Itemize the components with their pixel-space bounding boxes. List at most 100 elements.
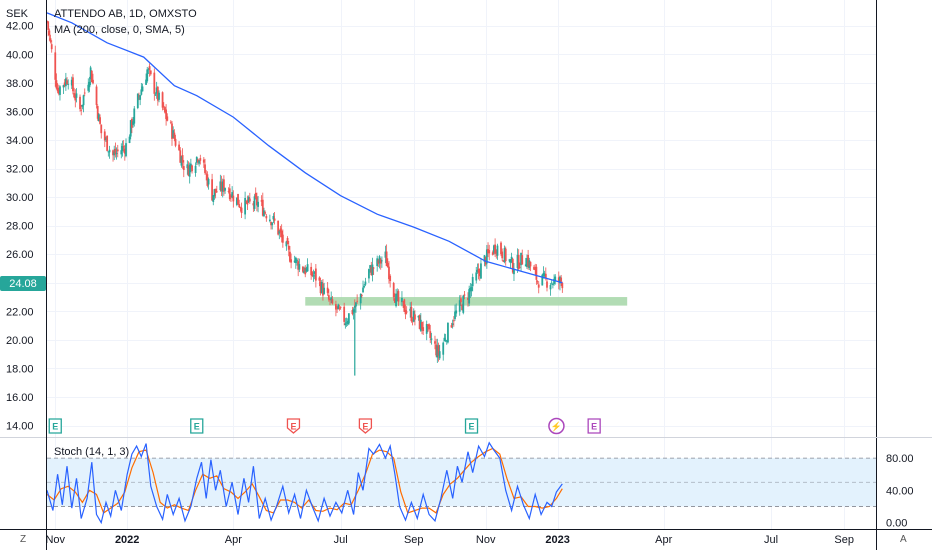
candles [46,20,564,376]
candle-body [385,251,388,267]
candle-body [461,305,463,311]
ma-indicator-label: MA (200, close, 0, SMA, 5) [54,24,185,36]
candle-body [66,80,68,85]
candle-body [476,269,479,273]
corner-right-button[interactable]: A [900,534,907,545]
time-tick-label: 2022 [115,534,139,546]
candle-body [469,288,472,292]
candle-body [422,327,425,331]
candle-body [162,105,165,107]
event-label: E [52,422,58,432]
candle-body [402,301,405,303]
candle-body [488,250,491,254]
grid [47,0,876,529]
candle-body [115,152,118,154]
candle-body [411,320,414,322]
candle-body [494,244,497,254]
candle-body [187,165,190,176]
candle-body [381,260,383,262]
candle-body [378,256,381,264]
candle-body [205,173,208,175]
price-axis-ticks[interactable]: 42.00 40.00 38.00 36.00 34.00 32.00 30.00 28.00… [6,21,34,433]
candle-body [330,297,333,301]
candle-body [224,188,226,191]
candle-body [559,276,561,284]
candle-body [158,92,160,100]
candle-body [468,289,471,304]
candle-body [425,324,428,334]
candle-body [122,146,125,148]
candle-body [298,264,301,270]
candle-body [412,310,415,322]
candle-body [178,144,180,151]
chart-title: ATTENDO AB, 1D, OMXSTO [54,8,197,20]
candle-body [237,193,239,205]
candle-body [263,210,265,217]
candle-body [426,324,429,327]
candle-body [106,135,109,151]
event-marker[interactable]: ⚡ [548,417,565,435]
candle-body [477,268,480,273]
stoch-axis-ticks[interactable]: 80.00 40.00 0.00 [886,453,914,529]
event-marker[interactable]: E [358,418,373,434]
event-marker[interactable]: E [48,418,62,434]
candle-body [188,164,191,177]
candle-body [260,200,263,202]
candle-body [232,195,235,202]
candle-body [395,293,397,307]
candle-body [235,197,238,205]
candle-body [161,92,164,108]
price-tick-label: 22.00 [6,306,34,318]
candle-body [560,277,563,282]
event-marker[interactable]: E [286,418,301,434]
candle-body [239,207,242,209]
candle-body [551,284,554,285]
candle-body [351,310,354,315]
candle-body [521,255,524,265]
candle-body [470,287,473,291]
candle-body [219,181,222,191]
stoch-indicator-label: Stoch (14, 1, 3) [54,446,129,458]
candle-body [314,268,317,281]
candle-body [544,273,547,279]
candle-body [149,70,152,75]
candle-body [62,85,65,88]
candle-body [50,44,53,50]
event-marker[interactable]: E [587,418,601,434]
candle-body [356,300,359,302]
candle-body [404,309,407,315]
time-axis-ticks[interactable]: Nov 2022 Apr Jul Sep Nov 2023 Apr Jul Sep [45,534,853,546]
candle-body [337,304,340,310]
candle-body [487,248,489,254]
candle-body [535,266,538,280]
candle-body [156,86,159,101]
candle-body [553,278,555,284]
event-marker[interactable]: E [190,418,204,434]
candle-body [230,195,232,197]
candle-body [418,315,421,329]
candle-body [202,159,205,163]
corner-left-button[interactable]: Z [20,534,26,545]
candle-body [527,254,530,267]
candle-body [386,262,389,268]
candle-body [452,320,455,322]
candle-body [475,272,478,281]
candle-body [97,114,100,122]
candle-body [294,257,297,264]
candle-body [107,151,110,153]
candle-body [447,322,449,343]
candle-body [247,197,250,202]
stoch-k-line [46,441,563,525]
candle-body [304,267,307,275]
candle-body [272,216,275,220]
candle-body [96,106,99,119]
candle-body [430,338,433,340]
event-marker[interactable]: E [464,418,479,434]
candle-body [171,123,173,139]
candle-body [74,95,77,101]
event-badge [48,418,62,434]
candle-body [454,311,456,319]
candle-body [99,117,101,124]
candle-body [81,104,84,107]
candle-body [182,166,185,171]
